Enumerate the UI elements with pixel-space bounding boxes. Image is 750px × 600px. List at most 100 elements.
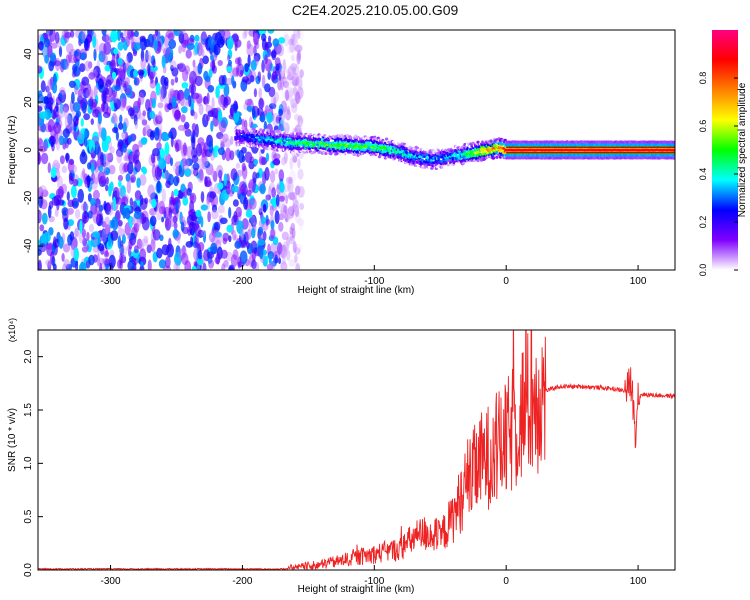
spectrogram-noise-cell xyxy=(140,49,145,62)
spectrogram-noise-cell xyxy=(71,91,75,104)
spectrogram-signal-cell xyxy=(363,153,367,157)
colorbar-ticks: 0.0 0.2 0.4 0.6 0.8 xyxy=(698,72,738,277)
spectrogram-noise-cell xyxy=(182,196,189,206)
spectrogram-noise-cell xyxy=(103,200,107,211)
spectrogram-noise-cell xyxy=(213,43,221,56)
spectrogram-noise-cell xyxy=(92,189,100,201)
spectrogram-noise-cell xyxy=(105,79,112,88)
spectrogram-signal-cell xyxy=(272,132,276,136)
spectrogram-noise-cell xyxy=(236,220,244,235)
spectrogram-noise-cell xyxy=(178,164,182,174)
spectrogram-noise-cell xyxy=(53,236,57,248)
spectrogram-noise-cell xyxy=(250,215,256,225)
spectrogram-noise-cell xyxy=(143,125,151,136)
spectrogram-noise-cell xyxy=(63,258,70,268)
spectrogram-noise-cell xyxy=(273,96,277,110)
spectrogram-noise-cell xyxy=(196,42,203,57)
spectrogram-noise-cell xyxy=(283,80,289,88)
spectrogram-noise-cell xyxy=(298,30,304,42)
spectrogram-noise-cell xyxy=(191,265,197,270)
spectrogram-signal-cell xyxy=(267,147,271,151)
spectrogram-signal-cell xyxy=(242,133,246,137)
spectrogram-noise-cell xyxy=(39,211,43,220)
spectrogram-noise-cell xyxy=(174,109,181,122)
spectrogram-noise-cell xyxy=(285,89,289,102)
spectrogram-noise-cell xyxy=(287,180,294,194)
snr-x-tick-label: -300 xyxy=(101,576,121,587)
spectrogram-noise-cell xyxy=(219,217,228,225)
spectrogram-noise-cell xyxy=(263,256,268,264)
snr-x-tick-label: 100 xyxy=(630,576,647,587)
spectrogram-noise-cell xyxy=(250,227,256,239)
spectrogram-noise-cell xyxy=(290,63,298,72)
spectrogram-noise-cell xyxy=(189,192,197,204)
spectrogram-noise-cell xyxy=(101,221,107,228)
spectrogram-noise-cell xyxy=(71,197,80,209)
spectrogram-noise-cell xyxy=(173,30,181,37)
spectrogram-noise-cell xyxy=(149,215,157,227)
spectrogram-noise-cell xyxy=(280,77,284,91)
spectrogram-noise-cell xyxy=(61,253,65,262)
spectrogram-noise-cell xyxy=(43,231,51,243)
spectrogram-noise-cell xyxy=(273,153,281,160)
spectrogram-noise-cell xyxy=(287,66,294,76)
spectrogram-noise-cell xyxy=(153,38,158,51)
spectrogram-noise-cell xyxy=(297,158,301,169)
spectrogram-noise-cell xyxy=(191,136,196,150)
spectrogram-noise-cell xyxy=(270,220,275,230)
spectrogram-noise-cell xyxy=(58,45,63,58)
spectrogram-noise-cell xyxy=(233,110,240,123)
spectrogram-noise-cell xyxy=(246,241,250,249)
spectrogram-noise-cell xyxy=(172,228,179,239)
spectrogram-noise-cell xyxy=(222,133,229,143)
spectrogram-noise-cell xyxy=(79,52,87,61)
spectrogram-y-tick-label: 0 xyxy=(23,147,34,153)
colorbar-tick-label: 0.6 xyxy=(698,120,708,133)
spectrogram-noise-cell xyxy=(62,128,70,138)
spectrogram-noise-cell xyxy=(147,184,155,198)
spectrogram-noise-cell xyxy=(101,30,107,36)
spectrogram-noise-cell xyxy=(297,168,304,180)
spectrogram-signal-cell xyxy=(424,160,428,164)
colorbar-tick-label: 0.0 xyxy=(698,264,708,277)
spectrogram-noise-cell xyxy=(161,244,170,256)
spectrogram-noise-cell xyxy=(50,166,57,179)
spectrogram-noise-cell xyxy=(177,30,186,34)
spectrogram-noise-cell xyxy=(150,238,156,253)
spectrogram-noise-cell xyxy=(230,136,234,145)
spectrogram-noise-cell xyxy=(155,82,161,96)
spectrogram-noise-cell xyxy=(258,205,264,213)
spectrogram-noise-cell xyxy=(208,232,216,243)
spectrogram-noise-cell xyxy=(65,152,69,164)
spectrogram-noise-cell xyxy=(68,80,76,89)
spectrogram-noise-cell xyxy=(197,258,204,266)
spectrogram-noise-cell xyxy=(294,209,301,223)
spectrogram-signal-cell xyxy=(472,159,476,163)
spectrogram-noise-cell xyxy=(139,248,147,262)
spectrogram-noise-cell xyxy=(213,145,220,152)
spectrogram-noise-cell xyxy=(130,217,135,225)
spectrogram-noise-cell xyxy=(62,103,70,113)
spectrogram-noise-cell xyxy=(177,124,186,131)
spectrogram-noise-cell xyxy=(45,85,50,93)
spectrogram-noise-cell xyxy=(177,190,184,199)
spectrogram-noise-cell xyxy=(179,94,185,107)
spectrogram-noise-cell xyxy=(66,209,73,216)
spectrogram-noise-cell xyxy=(165,180,171,189)
spectrogram-signal-cell xyxy=(495,155,499,159)
spectrogram-noise-cell xyxy=(210,150,215,161)
spectrogram-noise-cell xyxy=(38,259,42,270)
spectrogram-noise-cell xyxy=(217,95,225,105)
spectrogram-noise-cell xyxy=(165,30,174,39)
spectrogram-noise-cell xyxy=(282,59,286,73)
spectrogram-noise-cell xyxy=(299,69,304,78)
spectrogram-noise-cell xyxy=(282,107,290,118)
spectrogram-noise-cell xyxy=(210,120,214,132)
spectrogram-noise-cell xyxy=(288,259,296,267)
spectrogram-noise-cell xyxy=(291,150,298,164)
spectrogram-noise-cell xyxy=(90,179,98,190)
spectrogram-noise-cell xyxy=(72,179,79,187)
spectrogram-noise-cell xyxy=(233,234,238,241)
spectrogram-noise-cell xyxy=(241,218,249,230)
spectrogram-noise-cell xyxy=(228,206,232,219)
